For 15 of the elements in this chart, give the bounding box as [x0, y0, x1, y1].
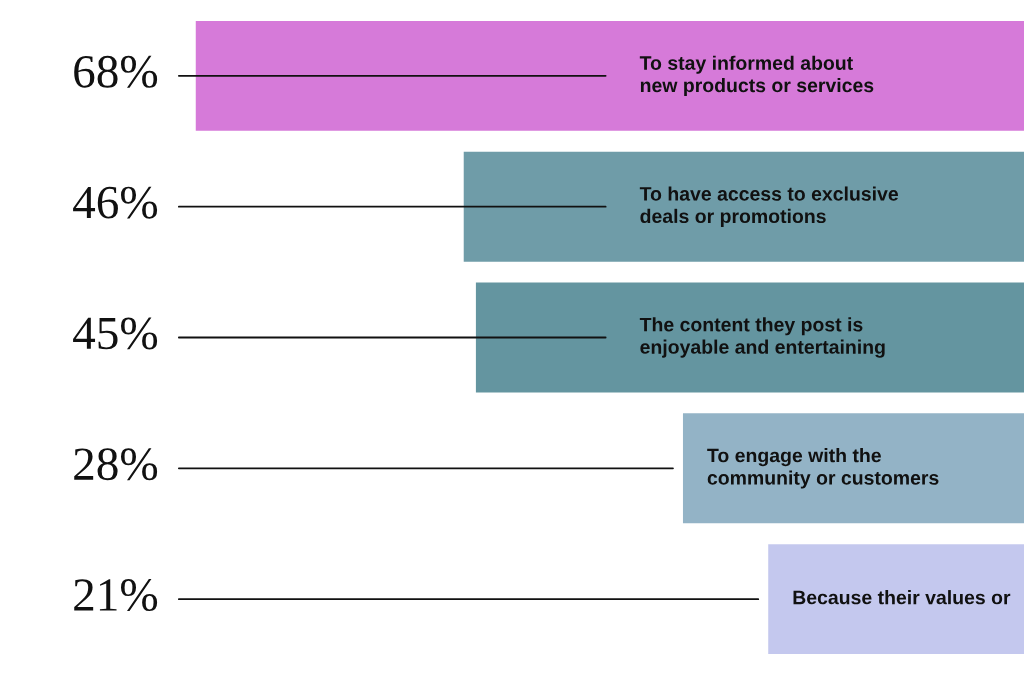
data-label: 68% [74, 55, 158, 88]
y-tick-label: To stay informed about new products or services [639, 55, 874, 97]
data-label: 46% [73, 186, 158, 219]
y-tick-label: Because their values or [793, 590, 1011, 605]
bar [475, 282, 1024, 393]
data-label: 28% [74, 448, 158, 481]
bar [768, 544, 1024, 655]
bar [682, 413, 1024, 524]
y-tick-label: To engage with the community or customers [707, 448, 939, 489]
y-tick-label: To have access to exclusive deals or promotions [639, 186, 899, 227]
data-label: 21% [74, 579, 158, 612]
y-tick-label: The content they post is enjoyable and entertaining [639, 317, 885, 358]
data-label: 45% [73, 317, 158, 350]
bar [463, 151, 1024, 262]
bar [195, 20, 1024, 131]
